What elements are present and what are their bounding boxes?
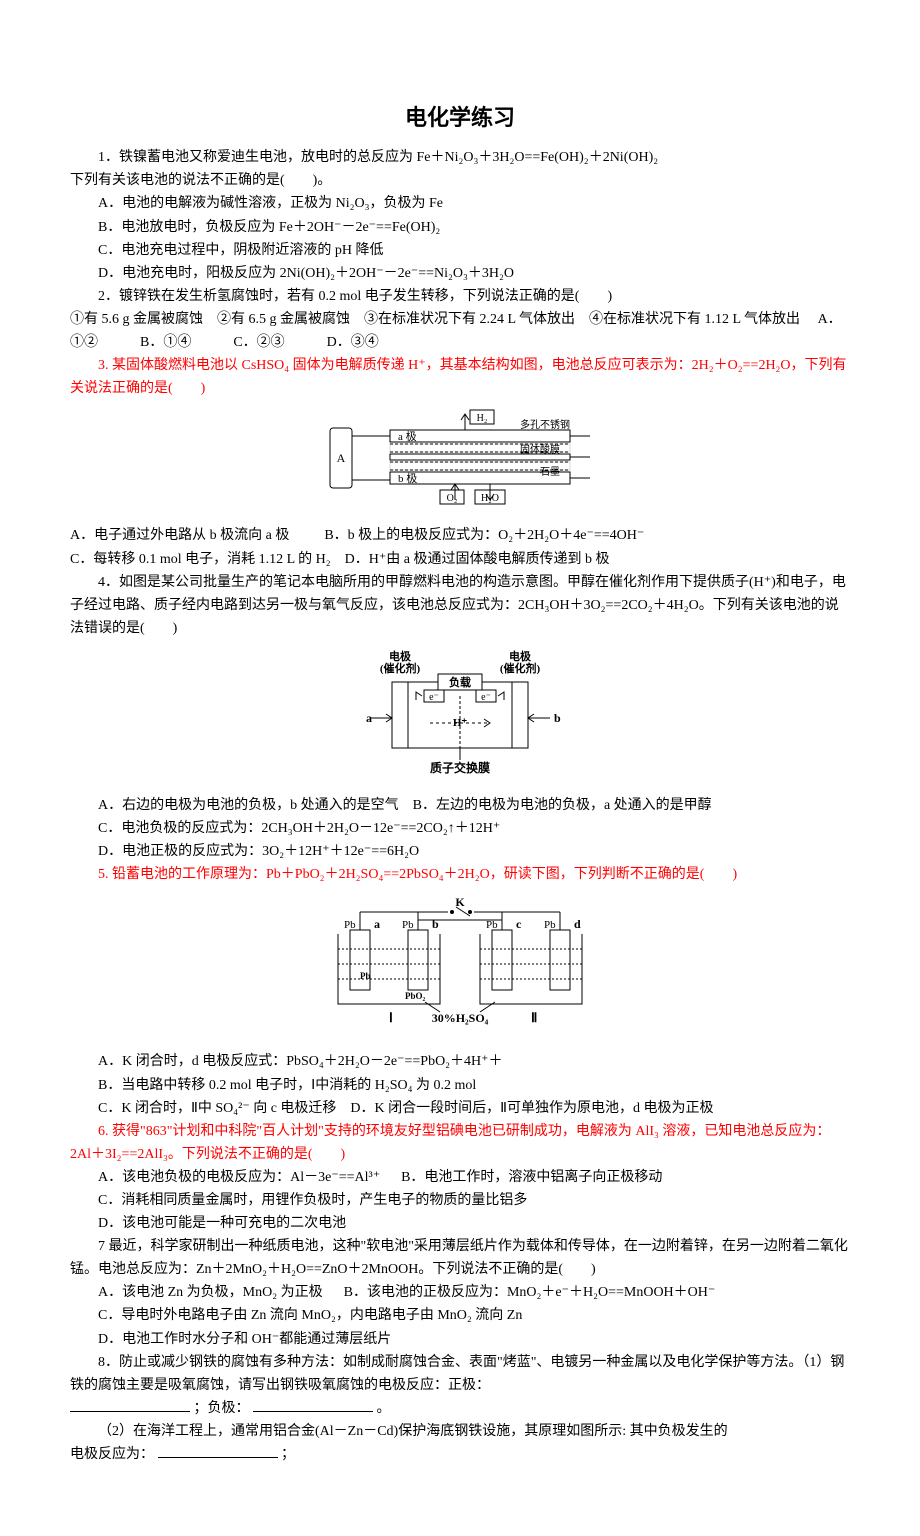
q1-option-b: B．电池放电时，负极反应为 Fe＋2OH⁻－2e⁻==Fe(OH)₂	[70, 216, 850, 239]
q4-fig-a: a	[366, 711, 372, 725]
q3-option-b: B．b 极上的电极反应式为：O₂＋2H₂O＋4e⁻==4OH⁻	[324, 528, 644, 543]
q5-fig-c: c	[516, 917, 522, 931]
q8-blank-negative	[253, 1398, 373, 1412]
q5-fig-a: a	[374, 917, 380, 931]
q3-figure: A a 极 b 极 H₂ O₂ H₂O 多孔不锈钢 固体酸膜 石墨	[70, 408, 850, 516]
q3-option-d: D．H⁺由 a 极通过固体酸电解质传递到 b 极	[345, 552, 610, 567]
q8-blanks: ；负极： 。	[70, 1397, 850, 1420]
q5-fig-PbO2: PbO₂	[405, 991, 426, 1001]
q3-options-row1: A．电子通过外电路从 b 极流向 a 极 B．b 极上的电极反应式为：O₂＋2H…	[70, 524, 850, 547]
q5-fig-d: d	[574, 917, 581, 931]
q3-fig-A-label: A	[337, 451, 346, 465]
page-title: 电化学练习	[70, 100, 850, 136]
q7-option-d: D．电池工作时水分子和 OH⁻都能通过薄层纸片	[70, 1328, 850, 1351]
q3-options-row2: C．每转移 0.1 mol 电子，消耗 1.12 L 的 H₂ D．H⁺由 a …	[70, 548, 850, 571]
q8-blank-positive	[70, 1398, 190, 1412]
q5-stem: 5. 铅蓄电池的工作原理为：Pb＋PbO₂＋2H₂SO₄==2PbSO₄＋2H₂…	[70, 863, 850, 886]
q5-options-cd: C．K 闭合时，Ⅱ中 SO₄²⁻ 向 c 电极迁移 D．K 闭合一段时间后，Ⅱ可…	[70, 1097, 850, 1120]
q2-choices-text: ①有 5.6 g 金属被腐蚀 ②有 6.5 g 金属被腐蚀 ③在标准状况下有 2…	[70, 312, 800, 327]
q5-option-b: B．当电路中转移 0.2 mol 电子时，Ⅰ中消耗的 H₂SO₄ 为 0.2 m…	[70, 1074, 850, 1097]
q5-figure: K Pb a Pb b Pb PbO₂ Ⅰ Pb c Pb d	[70, 894, 850, 1042]
q4-figure: 电极 (催化剂) 电极 (催化剂) 负载 e⁻ e⁻ H⁺ a b 质子交换膜	[70, 648, 850, 786]
q3-fig-a-label: a 极	[398, 429, 417, 443]
svg-text:Pb: Pb	[486, 919, 498, 931]
q5-fig-I: Ⅰ	[389, 1010, 393, 1025]
svg-text:Pb: Pb	[402, 919, 414, 931]
svg-text:Pb: Pb	[544, 919, 556, 931]
q1-stem-line1: 1．铁镍蓄电池又称爱迪生电池，放电时的总反应为 Fe＋Ni₂O₃＋3H₂O==F…	[70, 146, 850, 169]
q5-fig-acid: 30%H₂SO₄	[432, 1011, 489, 1025]
q3-fig-h2: H₂	[477, 413, 488, 424]
q8-semi: ；	[281, 1447, 295, 1462]
q6-option-d: D．该电池可能是一种可充电的二次电池	[70, 1212, 850, 1235]
q5-fig-II: Ⅱ	[531, 1010, 537, 1025]
q4-options-ab: A．右边的电极为电池的负极，b 处通入的是空气 B．左边的电极为电池的负极，a …	[70, 794, 850, 817]
q4-option-d: D．电池正极的反应式为：3O₂＋12H⁺＋12e⁻==6H₂O	[70, 840, 850, 863]
q8-part2b: 电极反应为： ；	[70, 1443, 850, 1466]
svg-text:Pb: Pb	[344, 919, 356, 931]
q4-fig-e1: e⁻	[429, 692, 439, 703]
q6-stem: 6. 获得"863"计划和中科院"百人计划"支持的环境友好型铝碘电池已研制成功，…	[70, 1120, 850, 1166]
q4-stem: 4．如图是某公司批量生产的笔记本电脑所用的甲醇燃料电池的构造示意图。甲醇在催化剂…	[70, 571, 850, 640]
q2-stem: 2．镀锌铁在发生析氢腐蚀时，若有 0.2 mol 电子发生转移，下列说法正确的是…	[70, 285, 850, 308]
q2-choices: ①有 5.6 g 金属被腐蚀 ②有 6.5 g 金属被腐蚀 ③在标准状况下有 2…	[70, 308, 850, 354]
q5-option-d: D．K 闭合一段时间后，Ⅱ可单独作为原电池，d 电极为正极	[350, 1101, 713, 1116]
q8-blank2	[158, 1444, 278, 1458]
q4-fig-pem: 质子交换膜	[430, 760, 490, 775]
q8-stem-text: 8．防止或减少钢铁的腐蚀有多种方法：如制成耐腐蚀合金、表面"烤蓝"、电镀另一种金…	[70, 1355, 844, 1393]
q1-option-d: D．电池充电时，阳极反应为 2Ni(OH)₂＋2OH⁻－2e⁻==Ni₂O₃＋3…	[70, 262, 850, 285]
q4-option-c: C．电池负极的反应式为：2CH₃OH＋2H₂O－12e⁻==2CO₂↑＋12H⁺	[70, 817, 850, 840]
q8-end: 。	[377, 1401, 391, 1416]
q4-fig-b: b	[554, 711, 561, 725]
svg-text:(催化剂): (催化剂)	[500, 661, 541, 675]
q7-options-ab: A．该电池 Zn 为负极，MnO₂ 为正极 B．该电池的正极反应为：MnO₂＋e…	[70, 1281, 850, 1304]
q3-fig-graphite: 石墨	[540, 466, 560, 478]
q3-option-a: A．电子通过外电路从 b 极流向 a 极	[70, 528, 289, 543]
svg-text:(催化剂): (催化剂)	[380, 661, 421, 675]
q8-neg-label: ；负极：	[194, 1401, 250, 1416]
q5-option-c: C．K 闭合时，Ⅱ中 SO₄²⁻ 向 c 电极迁移	[98, 1101, 336, 1116]
q6-option-a: A．该电池负极的电极反应为：Al－3e⁻==Al³⁺	[98, 1170, 380, 1185]
q3-option-c: C．每转移 0.1 mol 电子，消耗 1.12 L 的 H₂	[70, 552, 331, 567]
q5-fig-K: K	[455, 895, 465, 909]
q3-stem: 3. 某固体酸燃料电池以 CsHSO₄ 固体为电解质传递 H⁺，其基本结构如图，…	[70, 354, 850, 400]
q5-fig-b: b	[432, 917, 439, 931]
q6-options-ab: A．该电池负极的电极反应为：Al－3e⁻==Al³⁺ B．电池工作时，溶液中铝离…	[70, 1166, 850, 1189]
q4-fig-load: 负载	[449, 675, 471, 689]
q6-option-b: B．电池工作时，溶液中铝离子向正极移动	[401, 1170, 662, 1185]
q3-fig-b-label: b 极	[398, 471, 417, 485]
q1-option-a: A．电池的电解液为碱性溶液，正极为 Ni₂O₃，负极为 Fe	[70, 192, 850, 215]
q3-fig-membrane: 固体酸膜	[520, 443, 560, 456]
q3-fig-o2: O₂	[447, 493, 458, 504]
q6-option-c: C．消耗相同质量金属时，用锂作负极时，产生电子的物质的量比铝多	[70, 1189, 850, 1212]
q7-option-a: A．该电池 Zn 为负极，MnO₂ 为正极	[98, 1285, 323, 1300]
q5-option-a: A．K 闭合时，d 电极反应式：PbSO₄＋2H₂O－2e⁻==PbO₂＋4H⁺…	[70, 1050, 850, 1073]
q1-option-c: C．电池充电过程中，阴极附近溶液的 pH 降低	[70, 239, 850, 262]
q4-option-a: A．右边的电极为电池的负极，b 处通入的是空气	[98, 798, 399, 813]
q5-fig-Pb1: Pb	[360, 971, 371, 981]
q3-fig-h2o: H₂O	[481, 493, 499, 504]
q1-stem-line2: 下列有关该电池的说法不正确的是( )。	[70, 169, 850, 192]
q8-part1: 8．防止或减少钢铁的腐蚀有多种方法：如制成耐腐蚀合金、表面"烤蓝"、电镀另一种金…	[70, 1351, 850, 1397]
q7-option-b: B．该电池的正极反应为：MnO₂＋e⁻＋H₂O==MnOOH＋OH⁻	[344, 1285, 716, 1300]
q7-stem: 7 最近，科学家研制出一种纸质电池，这种"软电池"采用薄层纸片作为载体和传导体，…	[70, 1235, 850, 1281]
q8-part2a: （2）在海洋工程上，通常用铝合金(Al－Zn－Cd)保护海底钢铁设施，其原理如图…	[70, 1420, 850, 1443]
q4-fig-e2: e⁻	[481, 692, 491, 703]
q8-part2b-text: 电极反应为：	[70, 1447, 154, 1462]
svg-text:电极: 电极	[509, 649, 532, 663]
svg-text:电极: 电极	[389, 649, 412, 663]
q4-option-b: B．左边的电极为电池的负极，a 处通入的是甲醇	[413, 798, 712, 813]
q3-fig-steel: 多孔不锈钢	[520, 418, 570, 431]
q7-option-c: C．导电时外电路电子由 Zn 流向 MnO₂，内电路电子由 MnO₂ 流向 Zn	[70, 1304, 850, 1327]
